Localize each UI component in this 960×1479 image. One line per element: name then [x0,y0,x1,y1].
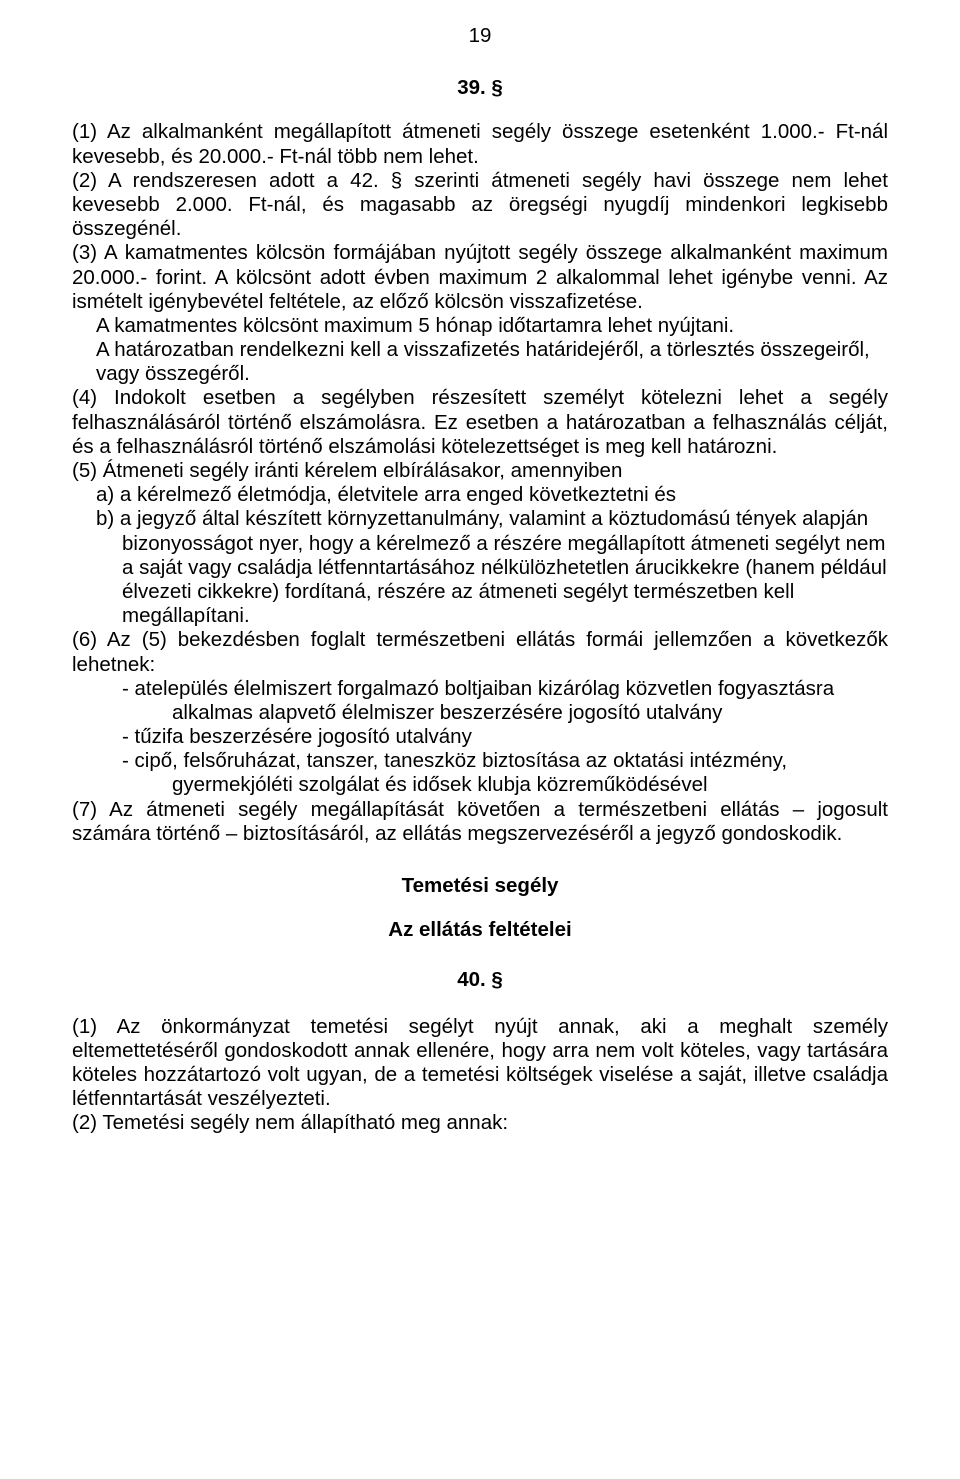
section-40-heading: 40. § [72,968,888,992]
para-6c2: gyermekjóléti szolgálat és idősek klubja… [72,773,888,797]
para-3b: A határozatban rendelkezni kell a vissza… [72,338,888,362]
para-5: (5) Átmeneti segély iránti kérelem elbír… [72,459,888,483]
para-6a: - atelepülés élelmiszert forgalmazó bolt… [72,677,888,701]
document-page: 19 39. § (1) Az alkalmanként megállapíto… [0,0,960,1479]
para-40-2: (2) Temetési segély nem állapítható meg … [72,1111,888,1135]
section-39-heading: 39. § [72,76,888,100]
para-5b-i: bizonyosságot nyer, hogy a kérelmező a r… [72,532,888,556]
para-2: (2) A rendszeresen adott a 42. § szerint… [72,169,888,242]
heading-temetesi-segely: Temetési segély [72,874,888,898]
para-5b: b) a jegyző által készített környzettanu… [72,507,888,531]
para-5a: a) a kérelmező életmódja, életvitele arr… [72,483,888,507]
para-6c: - cipő, felsőruházat, tanszer, taneszköz… [72,749,888,773]
para-6b: - tűzifa beszerzésére jogosító utalvány [72,725,888,749]
para-1: (1) Az alkalmanként megállapított átmene… [72,120,888,168]
para-40-1: (1) Az önkormányzat temetési segélyt nyú… [72,1015,888,1112]
para-5b-iii: élvezeti cikkekre) fordítaná, részére az… [72,580,888,628]
heading-ellatas-feltetelei: Az ellátás feltételei [72,918,888,942]
para-3: (3) A kamatmentes kölcsön formájában nyú… [72,241,888,314]
para-3a: A kamatmentes kölcsönt maximum 5 hónap i… [72,314,888,338]
para-3c: vagy összegéről. [72,362,888,386]
para-6: (6) Az (5) bekezdésben foglalt természet… [72,628,888,676]
para-5b-ii: a saját vagy családja létfenntartásához … [72,556,888,580]
para-4: (4) Indokolt esetben a segélyben részesí… [72,386,888,459]
page-number: 19 [72,24,888,48]
para-6a2: alkalmas alapvető élelmiszer beszerzésér… [72,701,888,725]
para-7: (7) Az átmeneti segély megállapítását kö… [72,798,888,846]
